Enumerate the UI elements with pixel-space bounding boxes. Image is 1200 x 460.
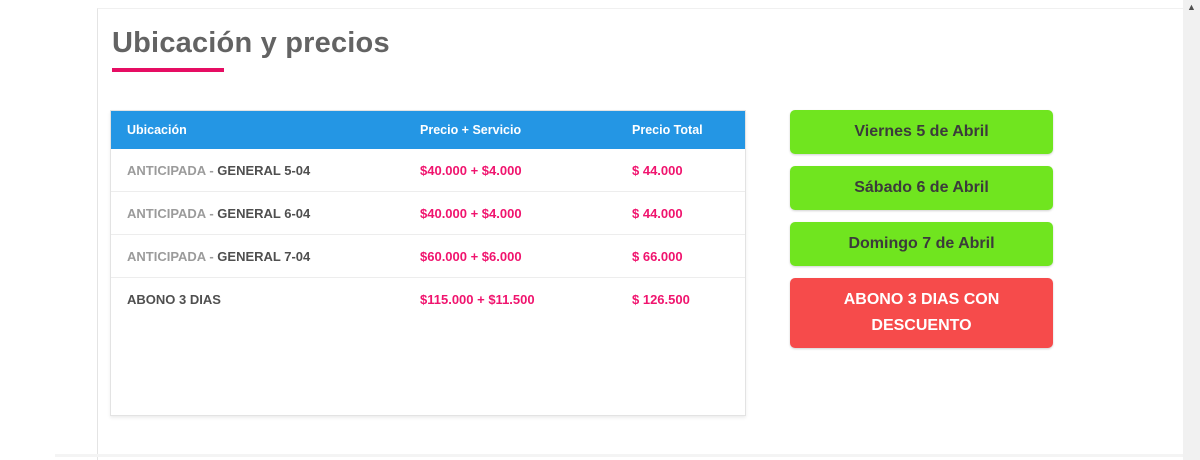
pricing-table-header: Ubicación Precio + Servicio Precio Total (111, 111, 745, 149)
page-title: Ubicación y precios (112, 27, 390, 59)
day-button-domingo-7-abril[interactable]: Domingo 7 de Abril (790, 222, 1053, 266)
ubicacion-cell: ABONO 3 DIAS (111, 292, 404, 307)
bottom-divider (55, 454, 1183, 457)
day-button-viernes-5-abril[interactable]: Viernes 5 de Abril (790, 110, 1053, 154)
ubicacion-cell: ANTICIPADA - GENERAL 5-04 (111, 163, 404, 178)
vertical-scrollbar[interactable]: ▲ (1183, 0, 1200, 460)
precio-servicio-cell: $115.000 + $11.500 (420, 291, 535, 307)
ubicacion-name: GENERAL 6-04 (217, 205, 311, 221)
scroll-up-arrow-icon[interactable]: ▲ (1187, 2, 1196, 12)
title-underline-accent (112, 68, 224, 72)
precio-total-cell: $ 126.500 (632, 291, 690, 307)
ubicacion-cell: ANTICIPADA - GENERAL 6-04 (111, 206, 404, 221)
ubicacion-name: ABONO 3 DIAS (127, 291, 221, 307)
precio-servicio-cell: $40.000 + $4.000 (420, 162, 522, 178)
day-button-sabado-6-abril[interactable]: Sábado 6 de Abril (790, 166, 1053, 210)
pricing-table: Ubicación Precio + Servicio Precio Total… (110, 110, 746, 416)
ubicacion-prefix: ANTICIPADA - (127, 162, 218, 178)
header-ubicacion: Ubicación (127, 123, 187, 137)
abono-3-dias-descuento-button[interactable]: ABONO 3 DIAS CON DESCUENTO (790, 278, 1053, 348)
precio-servicio-cell: $60.000 + $6.000 (420, 248, 522, 264)
ubicacion-cell: ANTICIPADA - GENERAL 7-04 (111, 249, 404, 264)
ubicacion-prefix: ANTICIPADA - (127, 205, 218, 221)
precio-servicio-cell: $40.000 + $4.000 (420, 205, 522, 221)
table-row: ANTICIPADA - GENERAL 5-04 $40.000 + $4.0… (111, 149, 745, 192)
ubicacion-name: GENERAL 7-04 (217, 248, 311, 264)
header-precio-servicio: Precio + Servicio (420, 123, 522, 137)
precio-total-cell: $ 44.000 (632, 162, 683, 178)
header-precio-total: Precio Total (632, 123, 703, 137)
table-row: ANTICIPADA - GENERAL 6-04 $40.000 + $4.0… (111, 192, 745, 235)
ubicacion-prefix: ANTICIPADA - (127, 248, 218, 264)
precio-total-cell: $ 66.000 (632, 248, 683, 264)
precio-total-cell: $ 44.000 (632, 205, 683, 221)
day-buttons-panel: Viernes 5 de Abril Sábado 6 de Abril Dom… (790, 110, 1053, 348)
table-row: ABONO 3 DIAS $115.000 + $11.500 $ 126.50… (111, 278, 745, 320)
ubicacion-name: GENERAL 5-04 (217, 162, 311, 178)
table-row: ANTICIPADA - GENERAL 7-04 $60.000 + $6.0… (111, 235, 745, 278)
